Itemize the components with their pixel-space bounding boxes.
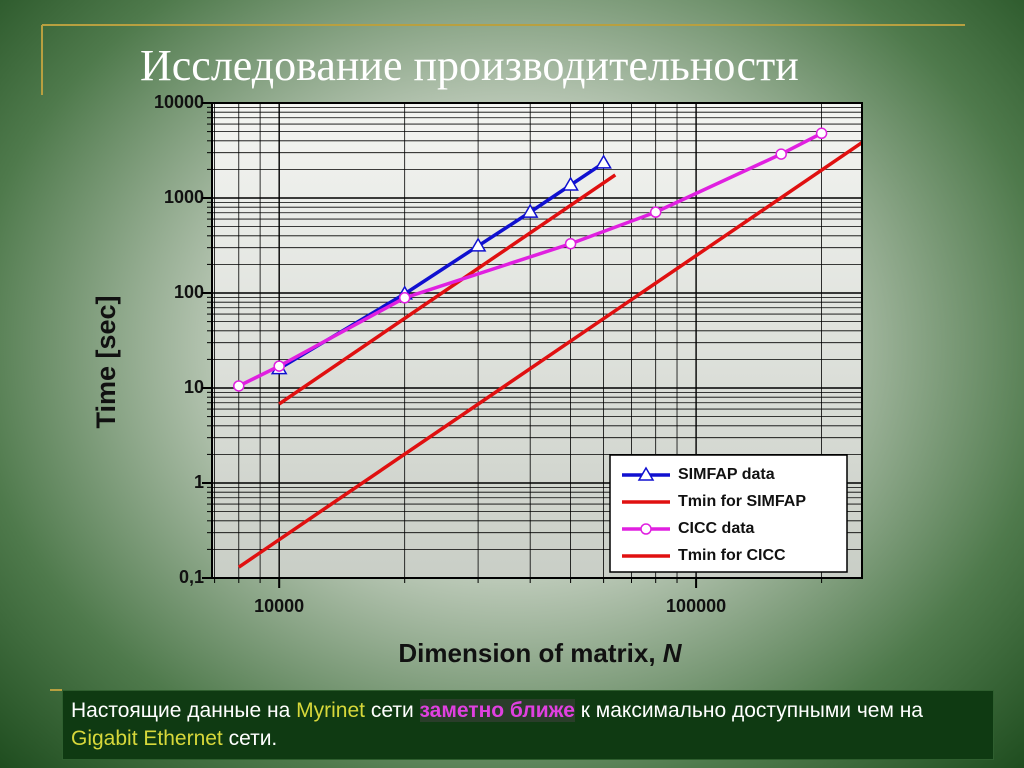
caption-part: Настоящие данные на: [71, 699, 297, 722]
marker: [233, 380, 245, 392]
series-line: [278, 161, 605, 371]
caption-part: к максимально доступными чем на: [574, 699, 929, 722]
y-tick-label: 100: [174, 282, 204, 302]
legend-label: CICC data: [678, 520, 755, 537]
marker: [815, 127, 828, 140]
caption: Настоящие данные на Myrinet сети заметно…: [62, 690, 994, 760]
caption-part: Gigabit Ethernet: [71, 727, 223, 750]
marker: [521, 203, 539, 218]
marker: [398, 292, 411, 304]
chart-title: Исследование производительности: [140, 41, 799, 90]
y-tick-label: 10000: [154, 92, 204, 112]
caption-part: сети: [365, 699, 420, 722]
y-tick-label: 1: [194, 472, 204, 492]
marker: [640, 523, 652, 535]
legend-label: Tmin for SIMFAP: [678, 493, 806, 510]
y-tick-label: 1000: [164, 187, 204, 207]
x-axis-label: Dimension of matrix, N: [398, 638, 682, 668]
y-axis-label: Time [sec]: [91, 295, 121, 428]
x-tick-label: 10000: [254, 596, 304, 616]
plot-frame: [211, 102, 863, 579]
y-tick-label: 0,1: [179, 567, 204, 587]
legend-label: SIMFAP data: [678, 466, 775, 483]
x-tick-label: 100000: [666, 596, 726, 616]
marker: [637, 466, 655, 481]
marker: [564, 237, 577, 250]
caption-part: Myrinet: [296, 699, 366, 722]
caption-part: заметно ближе: [419, 699, 575, 722]
caption-part: сети.: [222, 727, 278, 750]
x-axis-symbol: N: [663, 638, 683, 668]
marker: [469, 237, 487, 252]
marker: [595, 154, 612, 169]
marker: [562, 176, 579, 191]
marker: [273, 360, 285, 372]
series-line: [278, 173, 617, 406]
legend-label: Tmin for CICC: [678, 547, 786, 564]
marker: [775, 148, 787, 160]
marker: [649, 206, 662, 218]
y-tick-label: 10: [184, 377, 204, 397]
series-line: [237, 141, 863, 569]
x-axis-label-text: Dimension of matrix,: [398, 638, 655, 668]
